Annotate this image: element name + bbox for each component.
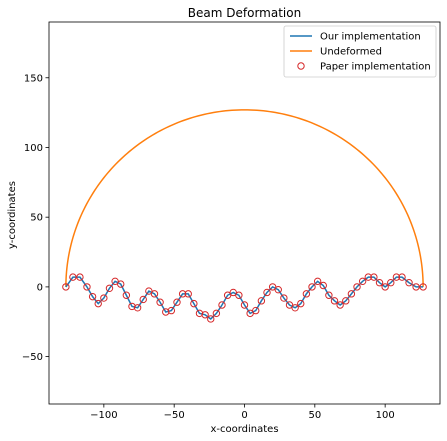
undeformed-series [65, 109, 424, 287]
x-tick-label: 100 [376, 410, 395, 421]
paper-point [207, 315, 215, 323]
paper-point [252, 306, 260, 315]
paper-point [398, 273, 406, 281]
paper-point [342, 297, 350, 305]
y-tick-label: 0 [37, 282, 43, 293]
paper-point [330, 297, 339, 305]
paper-point [412, 283, 420, 291]
legend: Our implementation Undeformed Paper impl… [283, 25, 437, 78]
paper-point [128, 302, 136, 311]
y-tick-label: 50 [30, 213, 43, 224]
paper-point [190, 299, 198, 308]
x-tick-label: 50 [308, 410, 321, 421]
paper-point [353, 283, 361, 291]
paper-point [358, 277, 367, 286]
x-tick-label: −50 [164, 410, 185, 421]
x-axis-label: x-coordinates [210, 424, 278, 435]
paper-point [162, 308, 170, 316]
paper-point [263, 288, 271, 297]
y-axis-label: y-coordinates [7, 181, 18, 249]
paper-point [83, 283, 91, 291]
paper-point [297, 299, 305, 308]
paper-point [319, 281, 327, 290]
paper-point [257, 297, 266, 305]
paper-point [419, 283, 427, 291]
y-tick-label: −50 [22, 352, 43, 363]
paper-point [195, 309, 204, 318]
paper-point [173, 298, 181, 306]
paper-point [88, 292, 97, 301]
paper-point [167, 306, 176, 315]
paper-point [212, 309, 221, 318]
paper-point [69, 273, 77, 281]
paper-point [201, 311, 209, 319]
paper-point [381, 283, 389, 291]
paper-point [100, 294, 108, 302]
paper-point [62, 283, 70, 291]
y-tick-label: 100 [24, 143, 43, 154]
x-tick-label: −100 [90, 410, 117, 421]
our-implementation-line [65, 276, 424, 320]
y-axis-ticks: −50 0 50 100 150 [22, 73, 49, 363]
paper-point [347, 290, 356, 298]
x-axis-ticks: −100 −50 0 50 100 [90, 404, 395, 421]
legend-swatch-paper [297, 62, 305, 70]
chart-title: Beam Deformation [188, 6, 301, 20]
paper-point [313, 277, 322, 286]
paper-point [218, 301, 226, 309]
paper-point [392, 273, 401, 281]
paper-point [178, 290, 187, 298]
paper-point [235, 291, 243, 299]
paper-point [364, 273, 372, 281]
paper-point [325, 291, 333, 299]
paper-point [117, 280, 125, 288]
paper-point [184, 290, 192, 298]
paper-point [122, 291, 131, 299]
legend-label-paper: Paper implementation [320, 62, 431, 73]
legend-box [283, 25, 437, 78]
our-implementation-series [65, 276, 424, 320]
paper-point [280, 294, 288, 302]
paper-point [302, 290, 311, 298]
paper-point [336, 301, 344, 309]
paper-point [370, 273, 378, 281]
paper-point [274, 285, 282, 294]
paper-point [105, 284, 114, 292]
paper-point [94, 299, 102, 308]
paper-point [291, 304, 299, 312]
paper-point [308, 283, 316, 291]
plot-area [49, 22, 440, 404]
paper-point [240, 301, 249, 309]
paper-point [405, 279, 413, 287]
paper-implementation-series [62, 273, 427, 323]
paper-point [150, 290, 159, 298]
paper-point [375, 279, 384, 287]
paper-point [76, 273, 84, 281]
paper-point [387, 279, 395, 287]
legend-label-undeformed: Undeformed [320, 47, 382, 58]
paper-point [133, 304, 142, 312]
legend-label-our: Our implementation [320, 32, 421, 43]
paper-point [156, 298, 164, 306]
undeformed-line [65, 109, 424, 287]
y-tick-label: 150 [24, 73, 43, 84]
paper-point [139, 295, 147, 304]
x-tick-label: 0 [241, 410, 247, 421]
